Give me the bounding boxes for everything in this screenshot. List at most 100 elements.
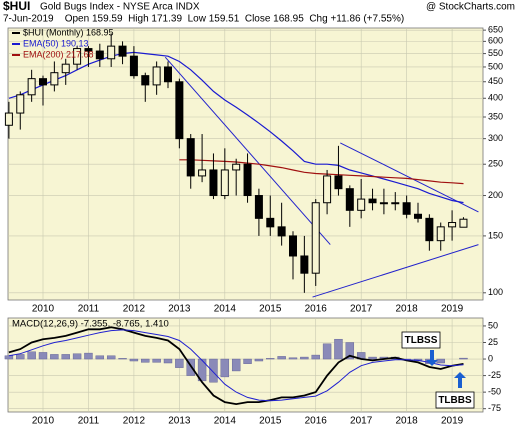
candle-body <box>448 222 457 228</box>
x-tick-label: 2010 <box>32 416 55 427</box>
candle-body <box>323 175 332 204</box>
legend-label: EMA(50) 190.13 <box>23 38 89 48</box>
candle-body <box>379 202 388 205</box>
histogram-bar <box>254 358 264 362</box>
x-tick-label: 2012 <box>123 416 146 427</box>
candle-body <box>186 138 195 177</box>
x-tick-label: 2016 <box>305 304 328 315</box>
x-tick-label: 2014 <box>214 416 237 427</box>
trendline <box>164 56 331 245</box>
candle-body <box>266 217 275 228</box>
histogram-bar <box>459 357 468 360</box>
trendline <box>312 244 479 298</box>
candle-body <box>73 48 82 65</box>
histogram-bar <box>243 358 252 364</box>
candle-body <box>232 163 241 171</box>
candle-body <box>107 45 116 60</box>
x-tick-label: 2018 <box>396 304 419 315</box>
x-tick-label: 2013 <box>168 416 191 427</box>
histogram-bar <box>277 356 286 360</box>
legend-label: $HUI (Monthly) 168.95 <box>23 27 114 37</box>
candle-body <box>198 169 207 177</box>
candle-body <box>16 94 25 114</box>
panel-title: MACD(12,26,9) -7.355, -8.765, 1.410 <box>12 319 169 330</box>
candle-body <box>50 72 59 86</box>
candle-body <box>436 226 445 242</box>
annotation-label: TLBBS <box>438 395 472 406</box>
histogram-bar <box>231 358 241 372</box>
source: @ StockCharts.com <box>426 2 515 13</box>
trendline <box>340 142 479 213</box>
histogram-bar <box>106 355 116 360</box>
candle-body <box>459 218 468 228</box>
candle-body <box>391 202 400 205</box>
candle-body <box>345 188 354 211</box>
histogram-bar <box>175 358 184 368</box>
arrow-head <box>454 372 466 378</box>
histogram-bar <box>118 358 127 360</box>
y-tick-label: 450 <box>488 76 503 86</box>
x-tick-label: 2017 <box>350 416 373 427</box>
histogram-bar <box>163 358 173 364</box>
candle-body <box>95 50 104 60</box>
histogram-bar <box>288 357 298 360</box>
histogram-bar <box>27 351 36 360</box>
histogram-bar <box>129 358 139 362</box>
candle-body <box>311 202 320 274</box>
candle-body <box>4 112 13 126</box>
candle-body <box>425 217 434 242</box>
candle-body <box>289 235 297 257</box>
x-tick-label: 2017 <box>350 304 373 315</box>
x-tick-label: 2011 <box>78 416 100 427</box>
y-tick-label: 100 <box>488 287 503 297</box>
histogram-bar <box>334 338 343 360</box>
candle-body <box>84 48 93 52</box>
candle-body <box>220 169 229 197</box>
y-tick-label: -25 <box>488 370 501 380</box>
annotation-box <box>401 331 441 349</box>
annotation-label: TLBSS <box>405 335 438 346</box>
y-tick-label: 250 <box>488 159 503 169</box>
candle-body <box>357 198 366 211</box>
x-tick-label: 2015 <box>259 416 282 427</box>
y-tick-label: 50 <box>488 320 498 330</box>
y-tick-label: 600 <box>488 36 503 46</box>
histogram-bar <box>368 356 377 360</box>
histogram-bar <box>50 354 59 360</box>
candle-body <box>243 163 252 197</box>
histogram-bar <box>141 358 150 363</box>
line-series <box>8 329 464 402</box>
candle-body <box>402 202 411 215</box>
histogram-bar <box>95 355 105 360</box>
chart-title: Gold Bugs Index - NYSE Arca INDX <box>40 2 200 13</box>
line-series <box>8 326 464 406</box>
line-series <box>8 51 464 204</box>
candle-body <box>414 213 422 219</box>
line-series <box>179 159 464 185</box>
candle-body <box>254 195 263 219</box>
histogram-bar <box>16 354 25 360</box>
candle-body <box>129 55 138 77</box>
candle-body <box>368 198 377 204</box>
y-tick-label: 350 <box>488 111 503 121</box>
y-tick-label: 150 <box>488 230 503 240</box>
histogram-bar <box>436 358 445 364</box>
candle-body <box>39 78 47 86</box>
candle-body <box>141 75 150 86</box>
x-tick-label: 2015 <box>259 304 282 315</box>
arrow-head <box>426 360 438 366</box>
y-tick-label: 550 <box>488 48 503 58</box>
candle-body <box>152 66 161 86</box>
histogram-bar <box>322 343 332 360</box>
candle-body <box>61 63 70 74</box>
y-tick-label: 500 <box>488 61 503 71</box>
y-tick-label: 200 <box>488 190 503 200</box>
histogram-bar <box>220 358 230 378</box>
y-tick-label: 0 <box>488 353 493 363</box>
candle-body <box>277 226 286 237</box>
symbol: $HUI <box>3 0 30 13</box>
annotation-box <box>435 391 475 409</box>
candle-body <box>175 81 184 140</box>
histogram-bar <box>61 354 70 360</box>
candle-body <box>164 66 172 83</box>
